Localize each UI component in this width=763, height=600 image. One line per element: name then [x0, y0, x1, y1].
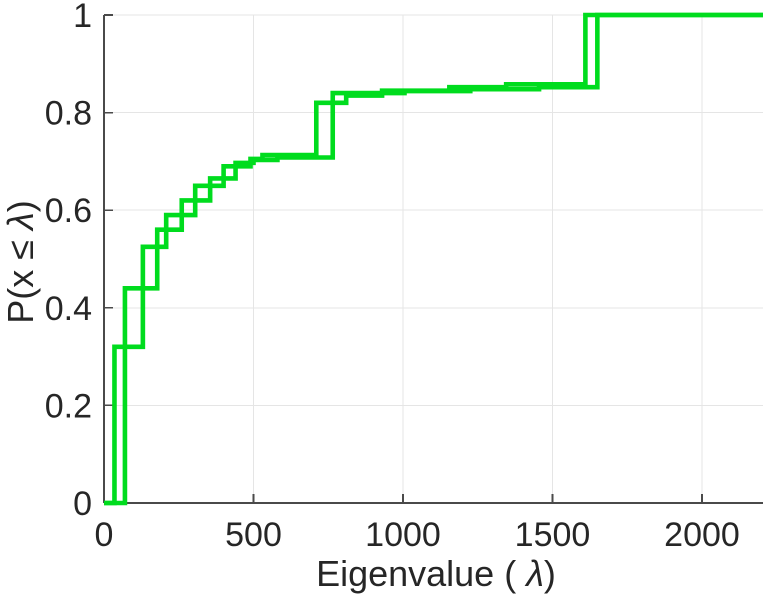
y-axis-label-text: P(x ≤ — [0, 229, 41, 324]
y-tick-label: 0 — [73, 485, 92, 523]
x-axis-label-text: Eigenvalue ( — [316, 553, 527, 594]
lambda-symbol: λ — [0, 212, 41, 230]
x-axis-label-paren: ) — [543, 553, 556, 594]
x-tick-label: 500 — [225, 516, 282, 554]
x-tick-label: 1500 — [515, 516, 591, 554]
lambda-symbol: λ — [526, 553, 544, 594]
x-tick-label: 1000 — [365, 516, 441, 554]
y-tick-label: 0.2 — [45, 387, 92, 425]
y-tick-label: 0.4 — [45, 290, 92, 328]
ecdf-curve-2 — [104, 12, 763, 506]
x-tick-label: 2000 — [664, 516, 740, 554]
y-axis-label-paren: ) — [0, 200, 41, 213]
ecdf-curve-1 — [104, 12, 763, 506]
y-tick-label: 0.6 — [45, 192, 92, 230]
x-tick-label: 0 — [95, 516, 114, 554]
y-tick-label: 0.8 — [45, 95, 92, 133]
x-axis-label: Eigenvalue ( λ) — [236, 553, 636, 595]
y-tick-label: 1 — [73, 0, 92, 35]
y-axis-label: P(x ≤ λ) — [0, 172, 41, 352]
